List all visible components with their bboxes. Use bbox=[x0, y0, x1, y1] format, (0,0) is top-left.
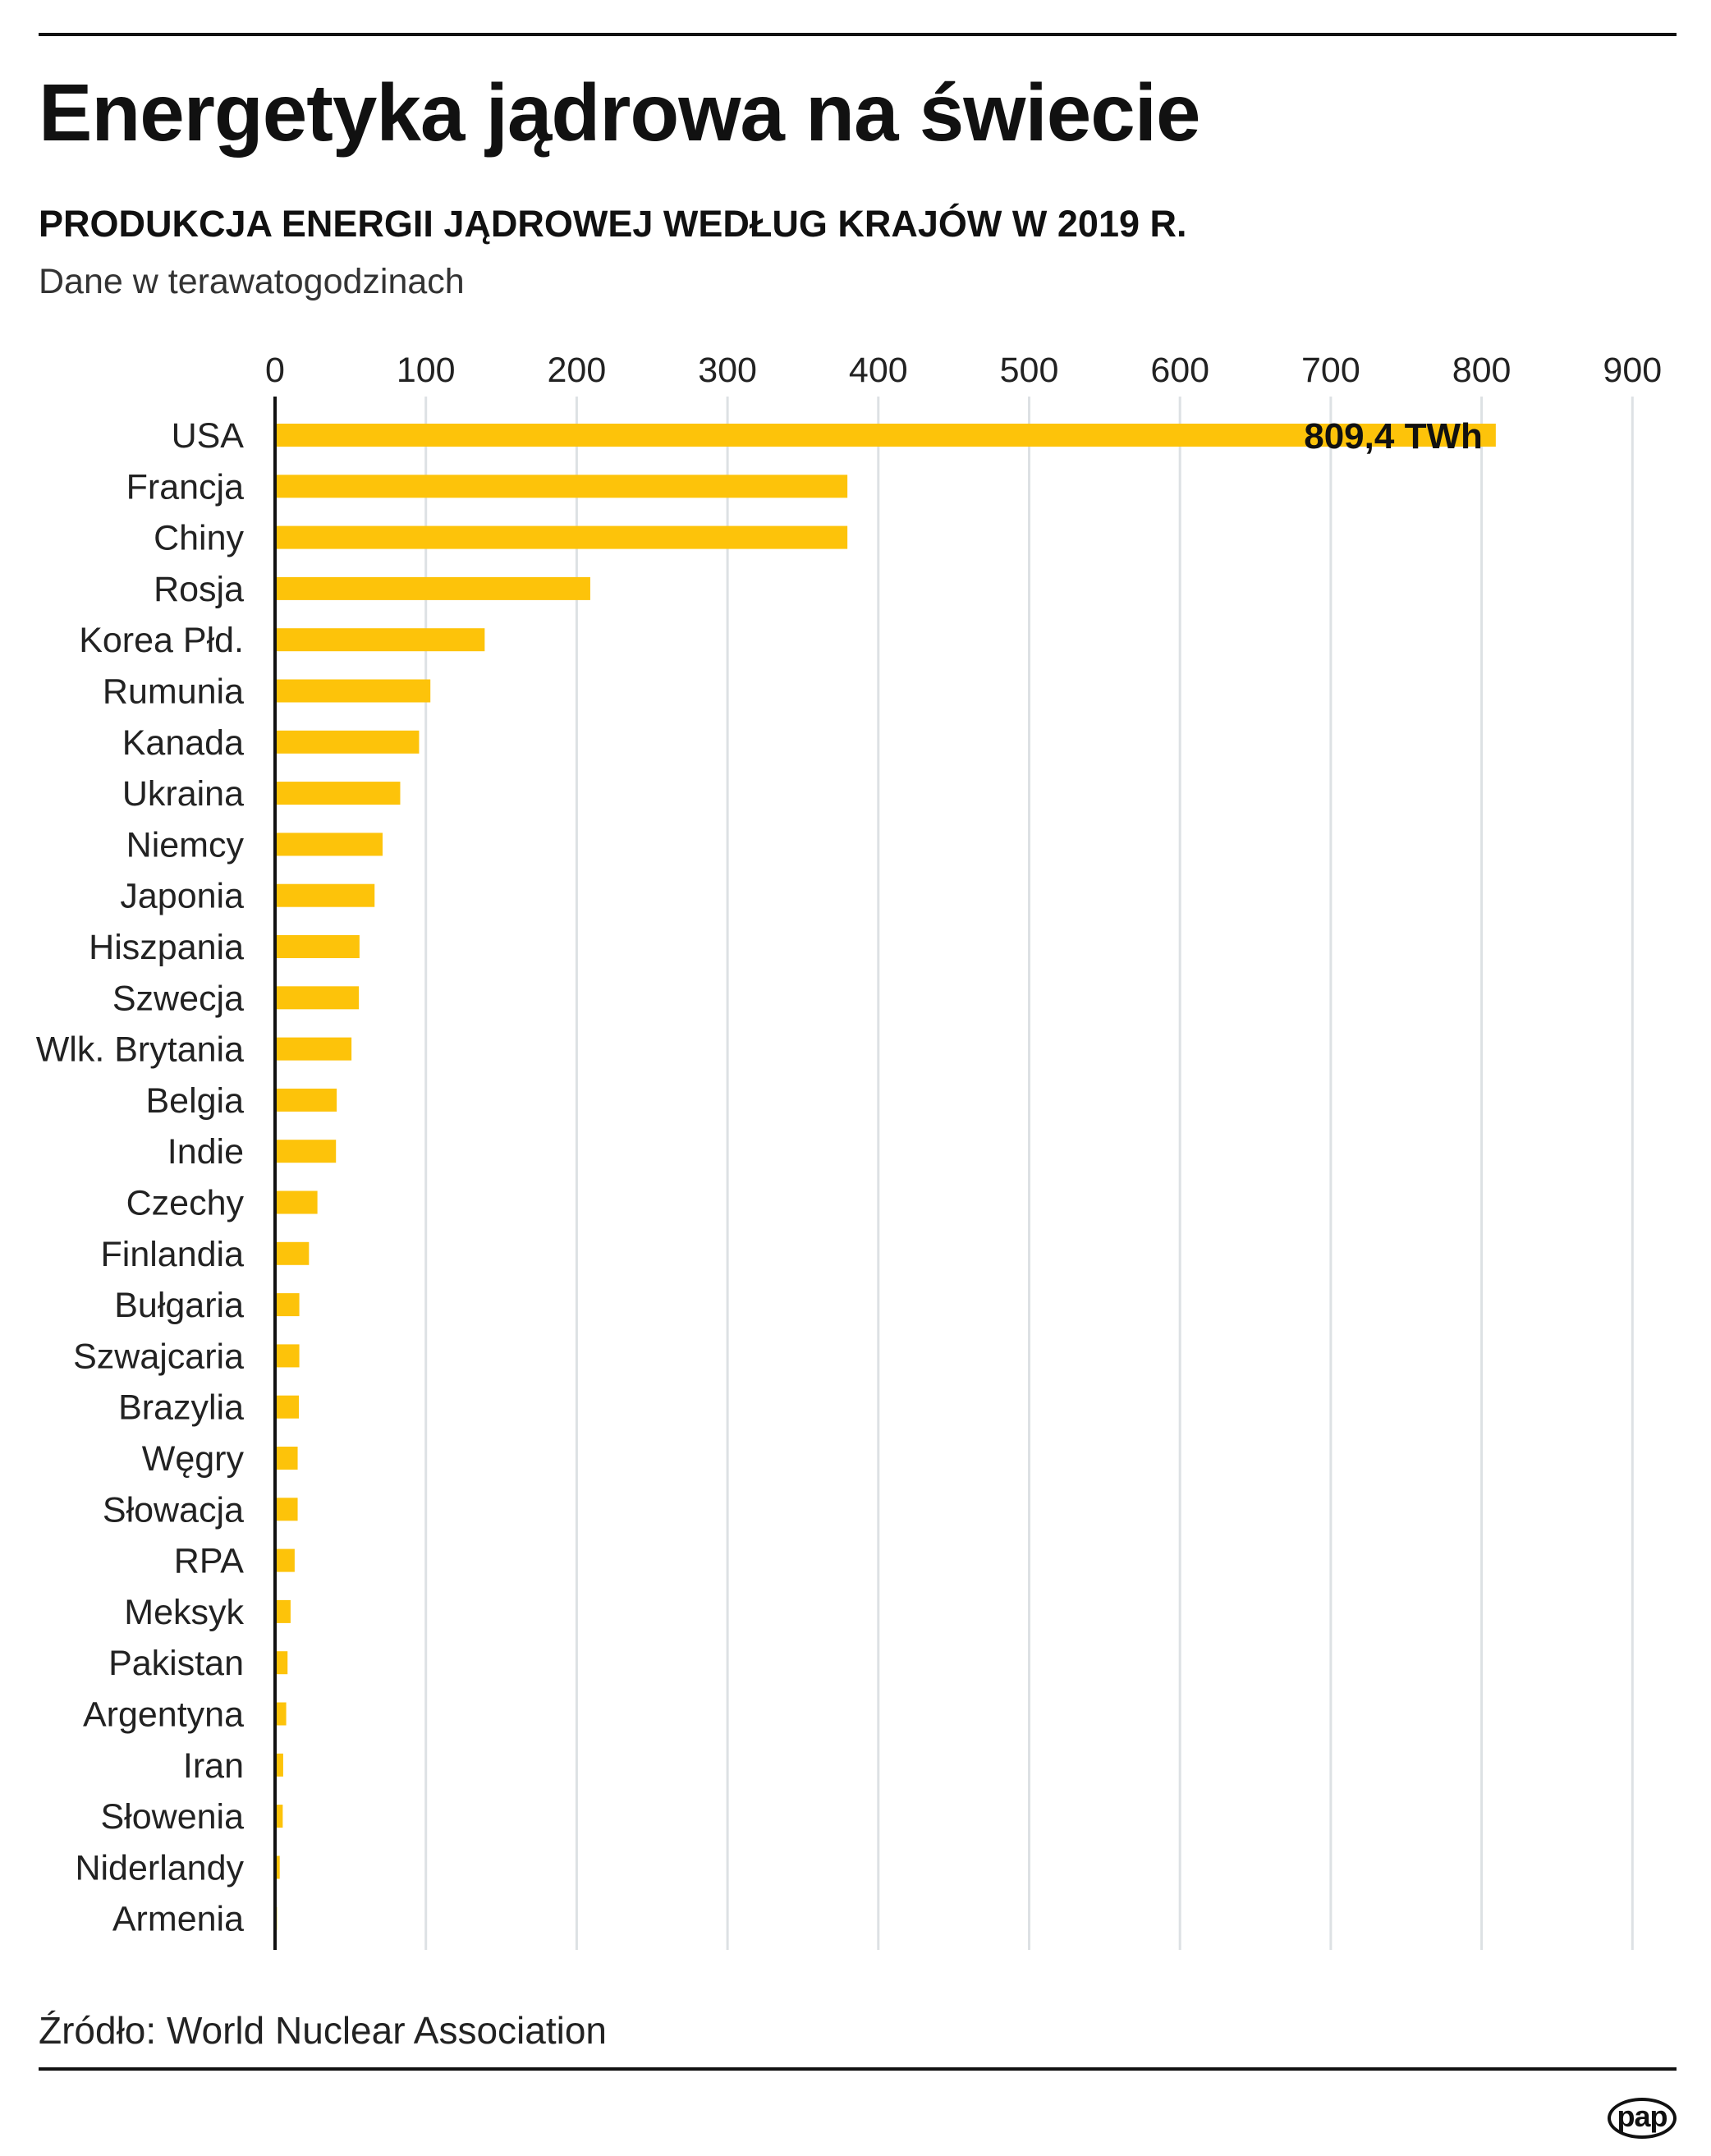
bar-belgia bbox=[275, 1088, 337, 1112]
bar-korea-płd- bbox=[275, 628, 485, 652]
bar-pakistan bbox=[275, 1651, 288, 1675]
bottom-rule bbox=[39, 2067, 1677, 2071]
x-tick-label: 500 bbox=[1000, 351, 1059, 390]
category-label: Węgry bbox=[142, 1439, 245, 1479]
bar-rpa bbox=[275, 1548, 295, 1572]
bar-usa bbox=[275, 424, 1496, 447]
category-label: Czechy bbox=[126, 1184, 245, 1223]
bar-czechy bbox=[275, 1190, 318, 1214]
category-label: Brazylia bbox=[118, 1388, 244, 1428]
bar-słowacja bbox=[275, 1498, 298, 1521]
source-note: Źródło: World Nuclear Association bbox=[39, 2009, 607, 2052]
x-tick-label: 200 bbox=[548, 351, 607, 390]
category-label: Meksyk bbox=[124, 1593, 244, 1632]
bar-słowenia bbox=[275, 1805, 283, 1828]
bar-szwajcaria bbox=[275, 1344, 300, 1368]
category-label: Finlandia bbox=[101, 1235, 245, 1274]
bar-wlk-brytania bbox=[275, 1037, 352, 1061]
category-label: Japonia bbox=[120, 877, 244, 916]
category-label: Iran bbox=[183, 1746, 244, 1786]
category-label: Korea Płd. bbox=[79, 621, 244, 660]
category-label: Armenia bbox=[112, 1900, 244, 1939]
pap-logo: pap bbox=[1608, 2098, 1677, 2139]
x-tick-label: 400 bbox=[849, 351, 908, 390]
x-tick-label: 100 bbox=[397, 351, 456, 390]
unit-note: Dane w terawatogodzinach bbox=[39, 262, 465, 301]
bar-rumunia bbox=[275, 679, 431, 703]
bar-argentyna bbox=[275, 1702, 287, 1726]
category-label: Szwajcaria bbox=[73, 1337, 244, 1376]
bar-hiszpania bbox=[275, 935, 360, 958]
bar-iran bbox=[275, 1753, 283, 1777]
category-label: Wlk. Brytania bbox=[36, 1030, 244, 1070]
x-tick-label: 600 bbox=[1150, 351, 1209, 390]
chart-subtitle: PRODUKCJA ENERGII JĄDROWEJ WEDŁUG KRAJÓW… bbox=[39, 203, 1187, 245]
category-label: Słowenia bbox=[101, 1797, 245, 1837]
category-label: Rumunia bbox=[103, 672, 244, 712]
category-label: Kanada bbox=[122, 723, 244, 763]
bar-francja bbox=[275, 475, 848, 498]
category-label: Ukraina bbox=[122, 774, 244, 814]
category-label: Argentyna bbox=[83, 1695, 244, 1735]
x-tick-label: 800 bbox=[1452, 351, 1511, 390]
bar-ukraina bbox=[275, 782, 401, 805]
data-label: 809,4 TWh bbox=[1304, 416, 1483, 456]
category-label: RPA bbox=[174, 1542, 245, 1581]
x-tick-label: 700 bbox=[1301, 351, 1360, 390]
bar-chiny bbox=[275, 525, 848, 549]
bar-szwecja bbox=[275, 986, 360, 1010]
bar-meksyk bbox=[275, 1599, 291, 1623]
x-tick-label: 300 bbox=[698, 351, 757, 390]
category-label: Pakistan bbox=[108, 1644, 244, 1683]
category-label: Indie bbox=[167, 1132, 244, 1172]
bar-rosja bbox=[275, 576, 590, 600]
category-label: Rosja bbox=[154, 570, 244, 609]
bar-kanada bbox=[275, 730, 420, 754]
category-label: Chiny bbox=[154, 519, 244, 558]
category-label: Niderlandy bbox=[75, 1848, 244, 1888]
bar-niderlandy bbox=[275, 1856, 280, 1879]
bar-bułgaria bbox=[275, 1293, 300, 1317]
bar-niemcy bbox=[275, 833, 383, 856]
bar-finlandia bbox=[275, 1241, 310, 1265]
bar-japonia bbox=[275, 883, 375, 907]
top-rule bbox=[39, 33, 1677, 36]
bar-węgry bbox=[275, 1447, 298, 1470]
category-label: Bułgaria bbox=[114, 1286, 244, 1325]
category-label: Szwecja bbox=[112, 979, 244, 1018]
bar-brazylia bbox=[275, 1395, 300, 1419]
category-label: USA bbox=[172, 416, 245, 456]
category-label: Niemcy bbox=[126, 825, 245, 865]
x-tick-label: 0 bbox=[265, 351, 285, 390]
category-label: Belgia bbox=[145, 1081, 244, 1121]
category-label: Hiszpania bbox=[89, 928, 244, 967]
page-title: Energetyka jądrowa na świecie bbox=[39, 67, 1200, 158]
bar-indie bbox=[275, 1140, 337, 1163]
category-label: Słowacja bbox=[103, 1490, 244, 1530]
category-label: Francja bbox=[126, 467, 244, 507]
x-tick-label: 900 bbox=[1603, 351, 1662, 390]
